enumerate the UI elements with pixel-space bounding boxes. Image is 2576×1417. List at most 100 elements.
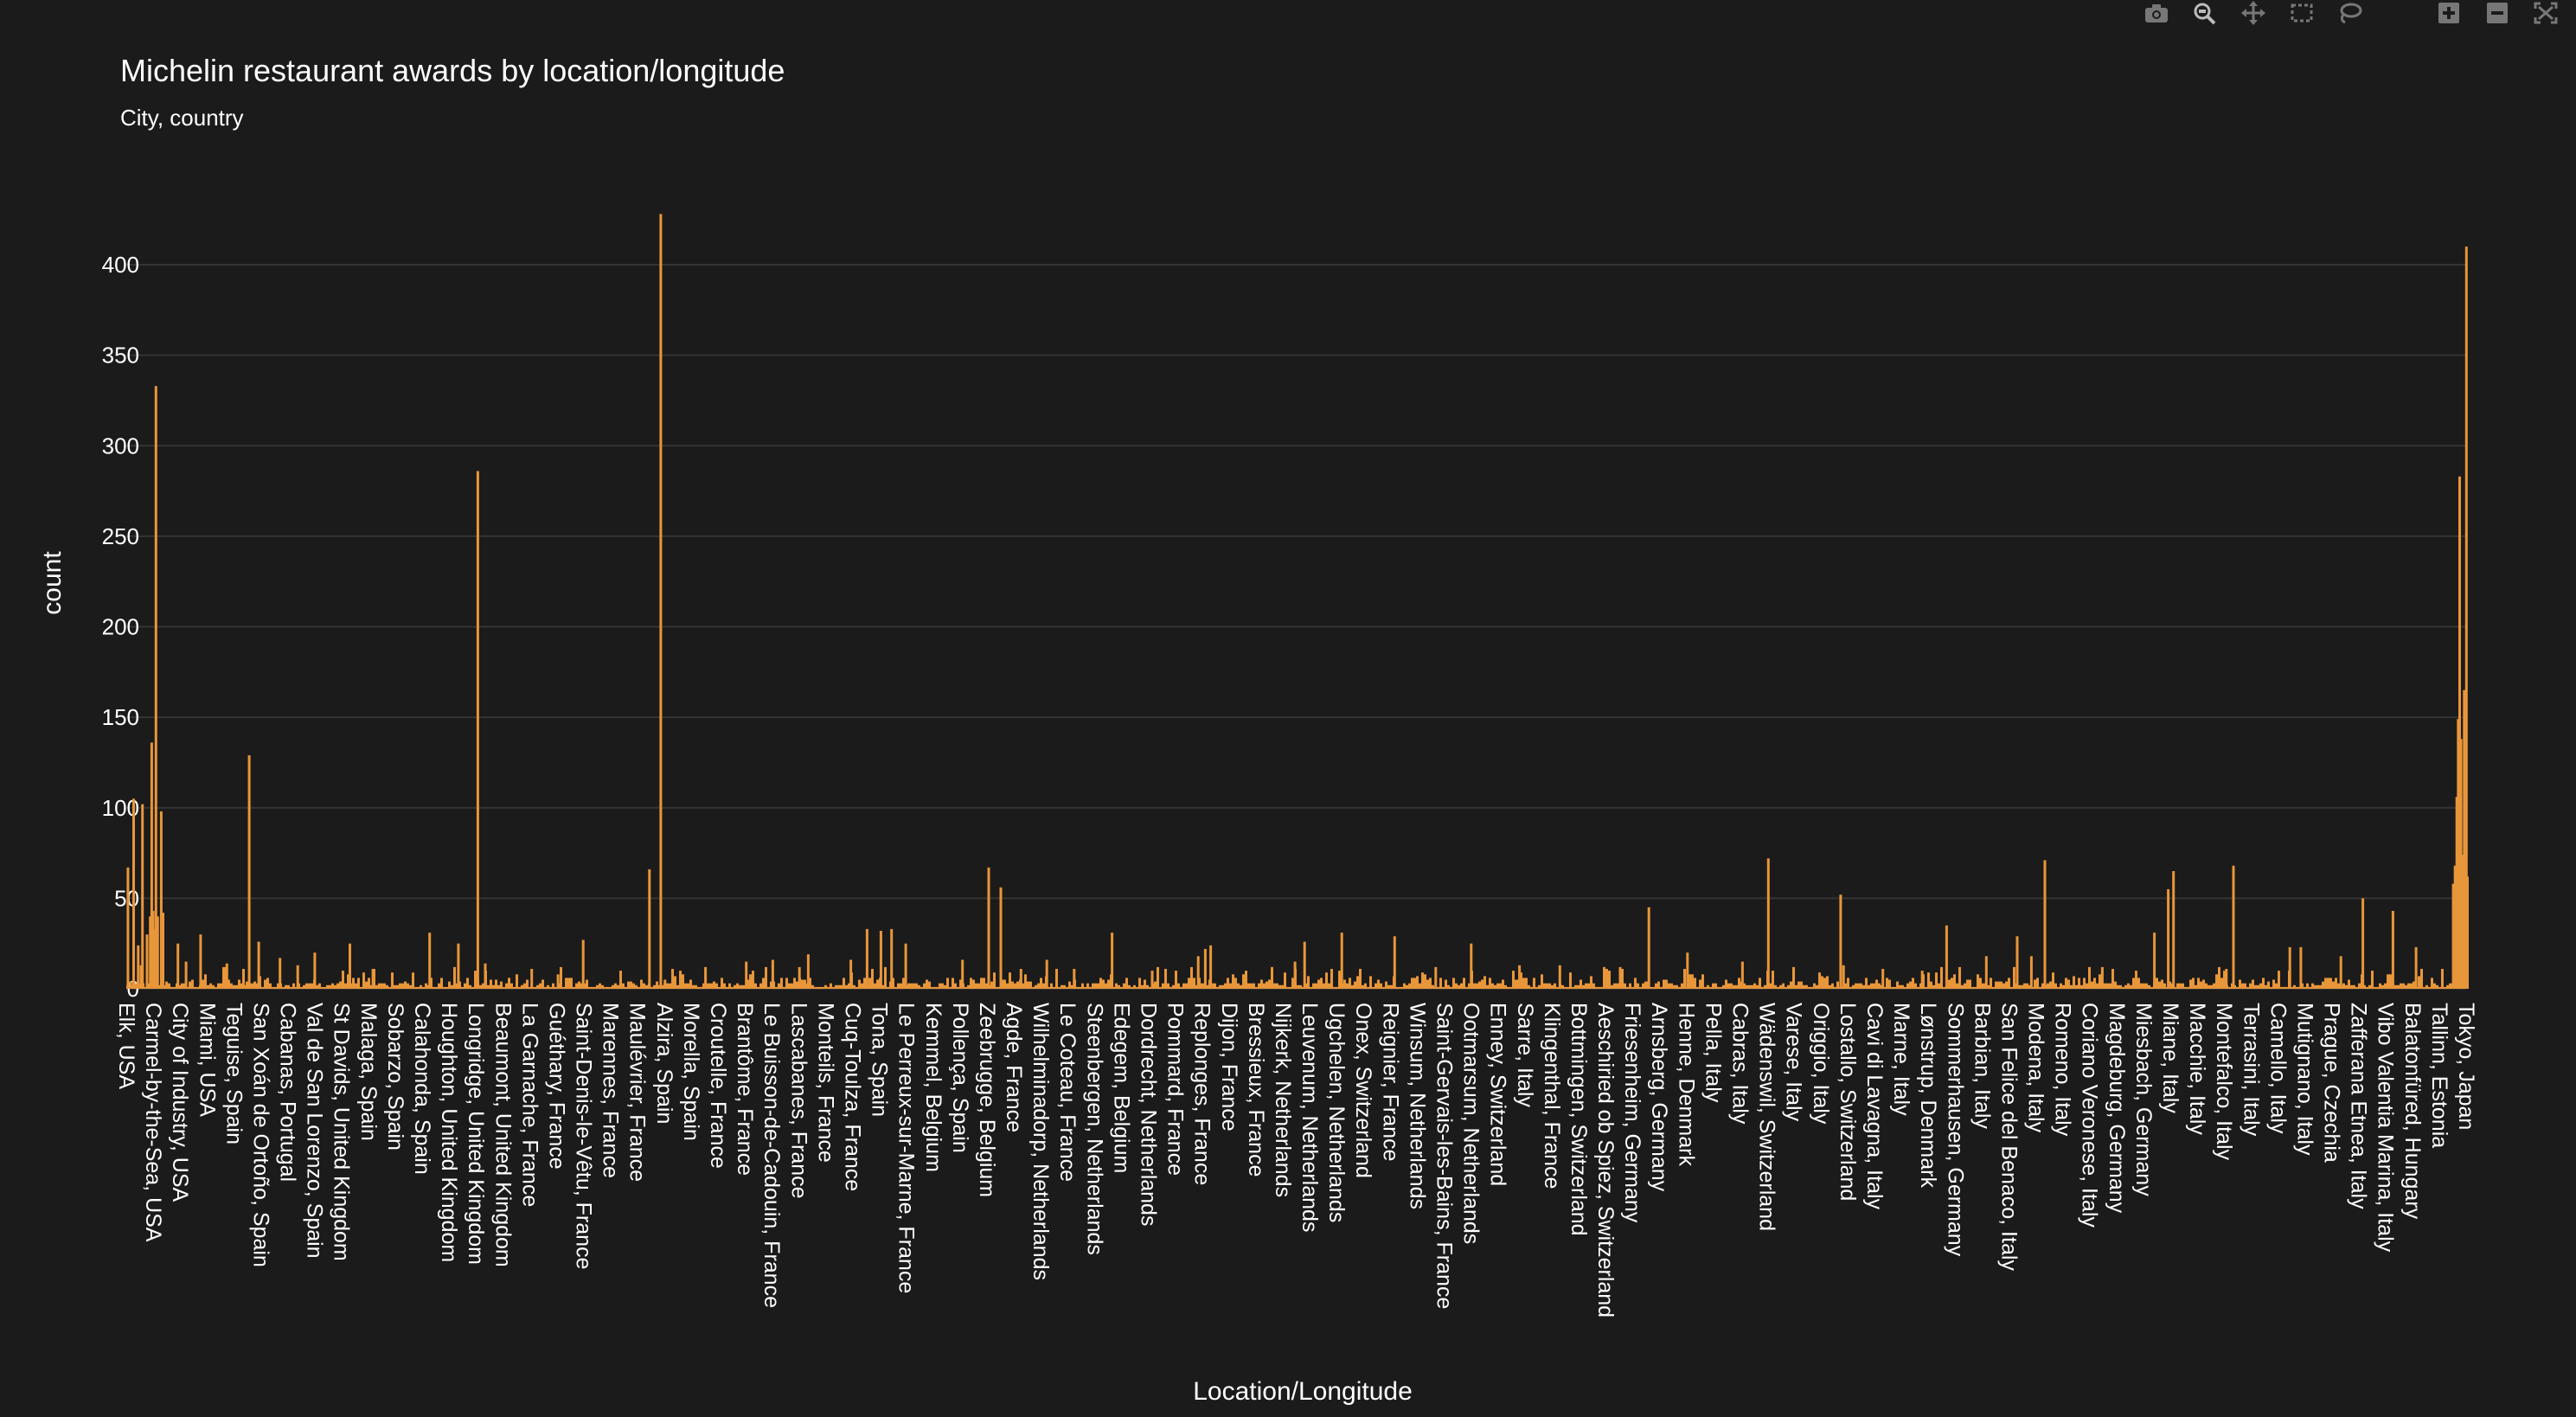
bar[interactable]: [549, 986, 552, 989]
bar[interactable]: [2215, 974, 2218, 989]
bar[interactable]: [347, 974, 349, 989]
bar[interactable]: [1717, 986, 1720, 989]
bar[interactable]: [1657, 981, 1660, 989]
bar[interactable]: [238, 979, 240, 990]
bar[interactable]: [2093, 978, 2096, 989]
bar[interactable]: [801, 979, 804, 990]
bar[interactable]: [2156, 978, 2158, 989]
bar[interactable]: [2150, 986, 2153, 989]
bar[interactable]: [1699, 979, 1701, 990]
bar[interactable]: [1948, 979, 1951, 990]
bar[interactable]: [2316, 984, 2319, 989]
bar[interactable]: [1112, 986, 1115, 989]
bar[interactable]: [207, 984, 209, 989]
bar[interactable]: [1995, 981, 1997, 989]
bar[interactable]: [458, 981, 461, 989]
bar[interactable]: [1751, 984, 1753, 989]
bar[interactable]: [2213, 983, 2215, 989]
bar[interactable]: [708, 983, 710, 989]
bar[interactable]: [1535, 986, 1538, 989]
bar[interactable]: [529, 986, 531, 989]
bar[interactable]: [1307, 976, 1310, 989]
bar[interactable]: [887, 986, 889, 989]
bar[interactable]: [165, 981, 168, 989]
bar[interactable]: [1476, 983, 1478, 989]
bar[interactable]: [2018, 984, 2021, 989]
bar[interactable]: [1338, 971, 1341, 989]
bar[interactable]: [2324, 978, 2327, 989]
bar[interactable]: [1068, 981, 1071, 989]
bar[interactable]: [1785, 986, 1787, 989]
bar[interactable]: [1278, 984, 1281, 989]
bar[interactable]: [2073, 976, 2075, 989]
bar[interactable]: [573, 986, 575, 989]
bar[interactable]: [1904, 986, 1906, 989]
bar[interactable]: [2078, 978, 2080, 989]
bar[interactable]: [2350, 984, 2353, 989]
bar[interactable]: [2387, 974, 2389, 989]
bar[interactable]: [2127, 983, 2130, 989]
bar[interactable]: [2418, 976, 2420, 989]
bar[interactable]: [251, 983, 253, 989]
bar[interactable]: [129, 981, 132, 989]
zoom-icon[interactable]: [2190, 0, 2220, 26]
bar[interactable]: [1255, 986, 1258, 989]
bar[interactable]: [305, 983, 308, 989]
bar[interactable]: [900, 983, 902, 989]
bar[interactable]: [580, 983, 583, 989]
bar[interactable]: [1580, 979, 1582, 990]
bar[interactable]: [993, 972, 996, 989]
bar[interactable]: [2015, 936, 2019, 989]
bar[interactable]: [1442, 986, 1445, 989]
bar[interactable]: [1219, 984, 1221, 989]
bar[interactable]: [1079, 986, 1081, 989]
bar[interactable]: [435, 986, 438, 989]
bar[interactable]: [2083, 978, 2086, 989]
bar[interactable]: [357, 978, 360, 989]
bar[interactable]: [1323, 983, 1325, 989]
bar[interactable]: [1938, 983, 1940, 989]
bar[interactable]: [326, 984, 329, 989]
bar[interactable]: [1164, 969, 1167, 989]
bar[interactable]: [1637, 983, 1639, 989]
bar[interactable]: [2332, 981, 2335, 989]
bar[interactable]: [1800, 981, 1803, 989]
bar[interactable]: [2446, 984, 2449, 989]
bar[interactable]: [2179, 983, 2182, 989]
bar[interactable]: [1011, 981, 1014, 989]
bar[interactable]: [840, 984, 843, 989]
bar[interactable]: [985, 983, 988, 989]
bar[interactable]: [2140, 983, 2143, 989]
bar[interactable]: [508, 978, 510, 989]
bar[interactable]: [1250, 983, 1253, 989]
bar[interactable]: [1756, 984, 1759, 989]
bar[interactable]: [1216, 986, 1219, 989]
bar[interactable]: [414, 986, 417, 989]
bar[interactable]: [2327, 978, 2329, 989]
bar[interactable]: [811, 984, 814, 989]
bar[interactable]: [246, 981, 248, 989]
bar[interactable]: [2389, 974, 2392, 989]
bar[interactable]: [1293, 961, 1297, 989]
bar[interactable]: [1180, 986, 1182, 989]
bar[interactable]: [567, 978, 570, 989]
bar[interactable]: [1016, 981, 1019, 989]
bar[interactable]: [2122, 986, 2124, 989]
bar[interactable]: [881, 984, 884, 989]
bar[interactable]: [949, 986, 952, 989]
bar[interactable]: [1144, 979, 1146, 990]
bar[interactable]: [2296, 986, 2298, 989]
bar[interactable]: [723, 983, 726, 989]
bar[interactable]: [2052, 972, 2054, 989]
bar[interactable]: [1203, 949, 1207, 989]
bar[interactable]: [2153, 933, 2156, 989]
bar[interactable]: [736, 983, 739, 989]
bar[interactable]: [313, 952, 317, 989]
bar[interactable]: [526, 979, 529, 990]
bar[interactable]: [2200, 981, 2202, 989]
bar[interactable]: [2314, 984, 2316, 989]
bar[interactable]: [2062, 984, 2065, 989]
bar[interactable]: [1577, 984, 1580, 989]
bar[interactable]: [879, 931, 882, 989]
bar[interactable]: [1312, 983, 1315, 989]
